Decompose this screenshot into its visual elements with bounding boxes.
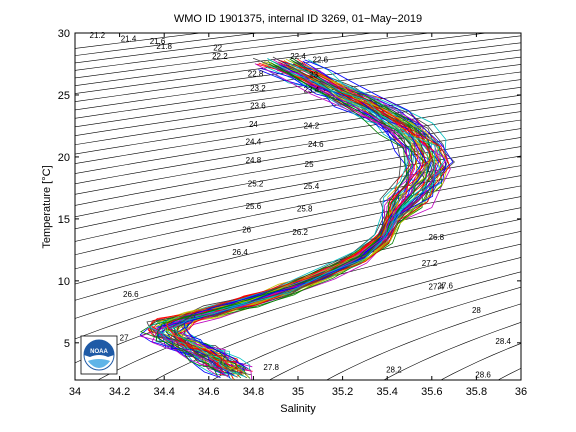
contour-label: 27	[120, 333, 129, 342]
contour-label: 21.8	[156, 42, 172, 51]
y-tick-label: 25	[58, 90, 70, 102]
contour-label: 27.2	[422, 259, 438, 268]
y-tick-label: 10	[58, 276, 70, 288]
contour-line	[75, 196, 521, 301]
contour-label: 26.4	[232, 248, 248, 257]
profile-line	[184, 59, 454, 369]
x-tick-label: 35.6	[421, 386, 442, 398]
x-tick-label: 36	[515, 386, 527, 398]
contour-label: 24.2	[304, 121, 320, 130]
contour-label: 27.4	[429, 283, 445, 292]
chart-title: WMO ID 1901375, internal ID 3269, 01−May…	[174, 13, 422, 25]
y-axis-label: Temperature [°C]	[41, 165, 53, 248]
contour-label: 25.6	[246, 202, 262, 211]
x-tick-label: 34	[69, 386, 81, 398]
profile-line	[176, 64, 450, 378]
contour-label: 23.2	[250, 84, 266, 93]
y-tick-label: 30	[58, 28, 70, 40]
profile-line	[155, 62, 413, 374]
contour-label: 26	[242, 226, 251, 235]
contour-label: 23	[309, 71, 318, 80]
contour-line	[75, 49, 521, 111]
contour-label: 21.4	[121, 35, 137, 44]
logo-gull	[87, 359, 111, 368]
contour-line	[75, 207, 521, 319]
contour-line	[75, 175, 521, 270]
contour-label: 23.6	[250, 102, 266, 111]
contour-label: 21.6	[150, 37, 166, 46]
contour-label: 28.2	[386, 366, 402, 375]
contour-line	[75, 155, 521, 242]
contour-label: 28.6	[475, 371, 491, 380]
profile-line	[146, 57, 402, 368]
x-tick-label: 34.4	[153, 386, 174, 398]
contour-label: 28.4	[495, 337, 511, 346]
contour-label: 27.8	[263, 363, 279, 372]
contour-line	[75, 64, 521, 128]
contour-line	[75, 79, 521, 146]
contour-line	[75, 33, 490, 87]
contour-line	[154, 257, 521, 380]
contour-label: 27.6	[437, 281, 453, 290]
profile-line	[166, 58, 432, 371]
contour-label: 26.2	[292, 228, 308, 237]
contour-label: 25	[305, 160, 314, 169]
contour-line	[383, 322, 521, 380]
x-tick-label: 35.4	[376, 386, 397, 398]
contour-label: 23.4	[304, 86, 320, 95]
x-tick-label: 34.8	[243, 386, 264, 398]
contour-label: 25.8	[297, 205, 313, 214]
profile-line	[139, 63, 409, 376]
x-axis: 34 34.2 34.4 34.6 34.8 35 35.2 35.4 35.6 35.8 36	[69, 33, 527, 398]
y-tick-label: 5	[64, 338, 70, 350]
contour-line	[211, 271, 521, 380]
y-tick-label: 15	[58, 214, 70, 226]
contour-line	[268, 286, 521, 380]
x-tick-label: 35.8	[466, 386, 487, 398]
profile-line	[172, 63, 436, 378]
profile-line	[172, 61, 434, 376]
contour-label: 24.4	[246, 138, 262, 147]
contour-label: 22	[213, 43, 222, 52]
contour-label: 24.6	[308, 140, 324, 149]
profile-line	[166, 60, 433, 373]
contour-label: 24	[249, 120, 258, 129]
contour-label: 22.6	[313, 56, 329, 65]
profile-lines	[139, 56, 455, 380]
contour-line	[325, 303, 521, 380]
contour-line	[75, 165, 521, 256]
y-tick-label: 20	[58, 152, 70, 164]
contour-line	[75, 185, 521, 285]
y-axis: 5 10 15 20 25 30	[58, 28, 521, 350]
contour-label: 26.8	[429, 233, 445, 242]
contour-label: 22.2	[212, 52, 228, 61]
contour-line	[75, 71, 521, 136]
contour-label: 22.8	[248, 69, 264, 78]
x-tick-label: 34.6	[198, 386, 219, 398]
contour-label: 25.4	[304, 182, 320, 191]
x-axis-label: Salinity	[280, 403, 316, 415]
contour-label: 25.2	[248, 180, 264, 189]
contour-line	[515, 21, 576, 405]
contour-label: 24.8	[246, 156, 262, 165]
noaa-logo: NOAA	[80, 335, 118, 375]
x-tick-label: 35	[292, 386, 304, 398]
x-tick-label: 35.2	[332, 386, 353, 398]
logo-upper-half	[84, 340, 114, 357]
contour-label: 21.2	[90, 31, 106, 40]
contour-line	[75, 42, 521, 102]
contour-line	[75, 35, 521, 94]
x-tick-label: 34.2	[109, 386, 130, 398]
contour-line	[75, 230, 521, 364]
contour-label: 26.6	[123, 290, 139, 299]
contour-line	[75, 137, 521, 218]
contour-label: 22.4	[290, 52, 306, 61]
contour-line	[75, 146, 521, 230]
contour-label: 28	[472, 306, 481, 315]
logo-text: NOAA	[90, 349, 108, 355]
